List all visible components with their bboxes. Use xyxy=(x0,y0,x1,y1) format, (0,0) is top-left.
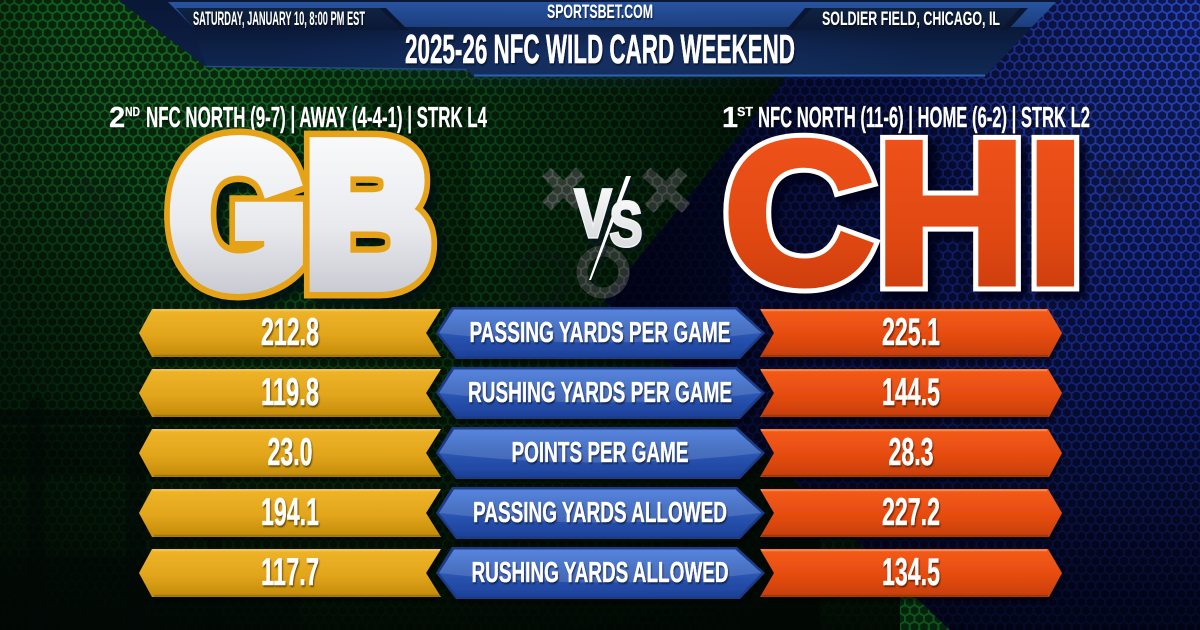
svg-text:POINTS PER GAME: POINTS PER GAME xyxy=(512,437,689,469)
svg-text:194.1: 194.1 xyxy=(261,491,319,534)
svg-text:2: 2 xyxy=(109,102,125,134)
svg-text:23.0: 23.0 xyxy=(268,431,313,474)
svg-text:134.5: 134.5 xyxy=(882,551,940,594)
svg-text:212.8: 212.8 xyxy=(261,311,319,354)
svg-text:V: V xyxy=(578,182,615,259)
svg-text:SPORTSBET.COM: SPORTSBET.COM xyxy=(547,2,653,23)
svg-text:ST: ST xyxy=(737,104,753,119)
svg-text:225.1: 225.1 xyxy=(882,311,940,354)
svg-text:V: V xyxy=(575,175,612,252)
svg-text:227.2: 227.2 xyxy=(882,491,940,534)
svg-text:1: 1 xyxy=(722,102,738,134)
svg-text:RUSHING YARDS PER GAME: RUSHING YARDS PER GAME xyxy=(468,377,732,409)
svg-text:PASSING YARDS ALLOWED: PASSING YARDS ALLOWED xyxy=(473,497,727,529)
svg-text:2025-26 NFC WILD CARD WEEKEND: 2025-26 NFC WILD CARD WEEKEND xyxy=(405,26,795,72)
svg-text:PASSING YARDS PER GAME: PASSING YARDS PER GAME xyxy=(470,317,731,349)
svg-text:SATURDAY, JANUARY 10, 8:00 PM: SATURDAY, JANUARY 10, 8:00 PM EST xyxy=(193,9,365,30)
svg-text:GB: GB xyxy=(177,111,438,333)
svg-text:CHI: CHI xyxy=(724,100,1085,327)
svg-text:28.3: 28.3 xyxy=(889,431,934,474)
svg-text:117.7: 117.7 xyxy=(261,551,319,594)
svg-text:NFC NORTH (9-7) | AWAY (4-: NFC NORTH (9-7) | AWAY (4-4-1) | STRK L4 xyxy=(146,102,487,134)
svg-text:GB: GB xyxy=(171,104,432,326)
svg-text:SOLDIER FIELD, CHICAGO, IL: SOLDIER FIELD, CHICAGO, IL xyxy=(822,9,1000,30)
svg-text:CHI: CHI xyxy=(724,100,1085,327)
svg-text:ND: ND xyxy=(125,104,140,119)
svg-text:RUSHING YARDS ALLOWED: RUSHING YARDS ALLOWED xyxy=(472,557,729,589)
svg-text:144.5: 144.5 xyxy=(882,371,940,414)
svg-text:CHI: CHI xyxy=(730,107,1091,334)
svg-text:GB: GB xyxy=(171,104,432,326)
svg-text:119.8: 119.8 xyxy=(261,371,319,414)
svg-text:NFC NORTH (11-6) | HOME (6: NFC NORTH (11-6) | HOME (6-2) | STRK L2 xyxy=(758,102,1090,134)
svg-text:S: S xyxy=(610,190,643,260)
